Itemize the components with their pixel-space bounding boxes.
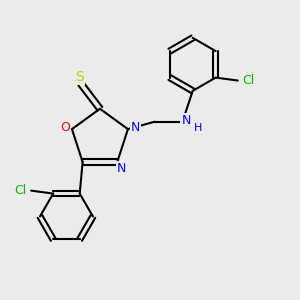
Text: S: S xyxy=(75,70,84,84)
Text: N: N xyxy=(130,121,140,134)
Text: N: N xyxy=(117,162,126,175)
Text: O: O xyxy=(61,121,70,134)
Text: N: N xyxy=(181,114,190,127)
Text: H: H xyxy=(194,123,202,133)
Text: Cl: Cl xyxy=(242,74,254,87)
Text: Cl: Cl xyxy=(14,184,26,197)
